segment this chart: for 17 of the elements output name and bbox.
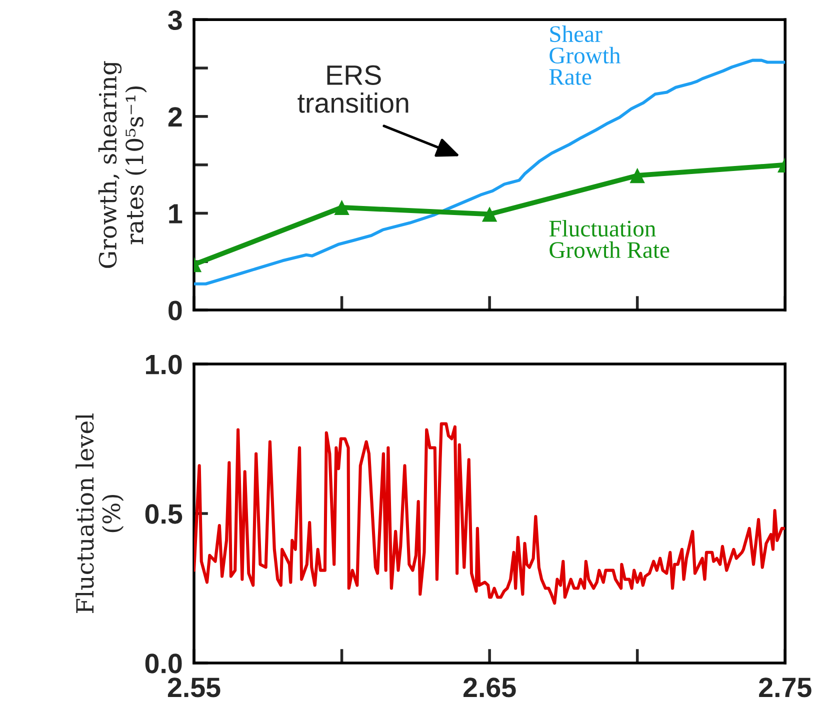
y-axis-title: Fluctuation level (%) (76, 413, 124, 613)
x-tick-label: 2.65 (463, 678, 516, 698)
y-tick-label: 0.5 (145, 504, 182, 524)
y-tick-label: 1 (169, 204, 182, 224)
y-tick-label: 3 (168, 10, 182, 30)
x-tick-label: 2.55 (168, 678, 220, 698)
point (482, 206, 498, 222)
y-tick-label: 0 (168, 300, 182, 320)
line-series (194, 422, 786, 605)
series-label: Fluctuation Growth Rate (549, 220, 670, 258)
y-tick-label: 2 (168, 107, 182, 127)
x-tick-label: 2.75 (759, 678, 812, 698)
series-label: Shear Growth Rate (549, 25, 620, 85)
y-axis-title: Growth, shearing rates (10⁵s⁻¹) (98, 61, 147, 268)
y-tick-label: 1.0 (146, 354, 182, 374)
annotation: ERS transition (298, 65, 408, 113)
y-tick-label: 0.0 (145, 654, 182, 674)
